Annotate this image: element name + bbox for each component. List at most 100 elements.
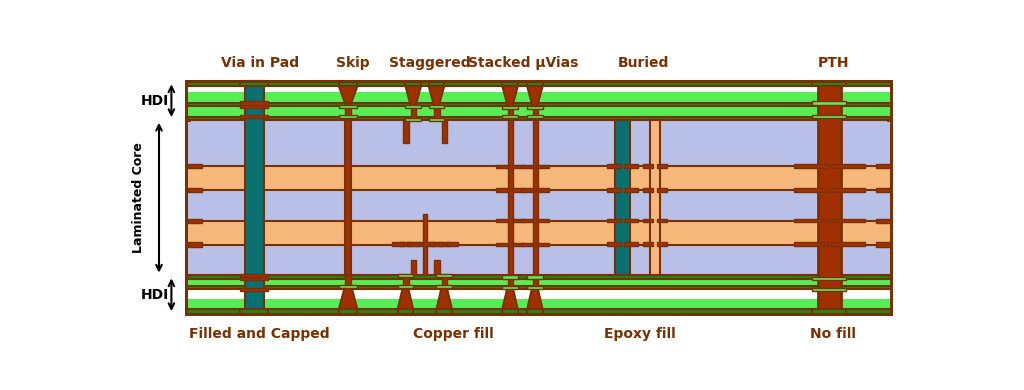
Bar xyxy=(537,219,549,222)
Bar xyxy=(407,242,420,246)
Bar xyxy=(876,218,890,223)
Text: Filled and Capped: Filled and Capped xyxy=(189,327,330,341)
Bar xyxy=(607,188,621,191)
Bar xyxy=(794,242,827,246)
Bar xyxy=(186,106,891,117)
Polygon shape xyxy=(503,286,518,309)
Bar xyxy=(241,105,268,108)
Bar xyxy=(187,242,202,247)
Bar xyxy=(399,242,412,246)
Bar xyxy=(503,286,518,289)
Bar xyxy=(411,260,417,275)
Bar xyxy=(830,242,865,246)
Bar xyxy=(241,274,268,277)
Bar xyxy=(434,106,439,120)
Bar xyxy=(830,164,865,168)
Bar xyxy=(503,309,518,314)
Polygon shape xyxy=(397,286,414,309)
Bar xyxy=(508,120,513,275)
Bar xyxy=(649,120,660,275)
Bar xyxy=(512,219,524,222)
Bar xyxy=(503,115,518,119)
Bar xyxy=(186,275,891,286)
Polygon shape xyxy=(339,86,357,103)
Bar xyxy=(186,190,891,221)
Polygon shape xyxy=(436,286,452,309)
Bar xyxy=(624,218,638,222)
Bar xyxy=(245,82,263,314)
Bar xyxy=(512,243,524,246)
Polygon shape xyxy=(503,86,518,106)
Text: Via in Pad: Via in Pad xyxy=(221,56,299,70)
Bar xyxy=(818,82,841,314)
Bar xyxy=(186,82,891,314)
Bar xyxy=(624,242,638,246)
Bar xyxy=(339,308,357,311)
Bar xyxy=(812,115,847,119)
Bar xyxy=(241,288,268,291)
Bar xyxy=(406,105,421,108)
Text: No fill: No fill xyxy=(810,327,856,341)
Bar xyxy=(436,274,452,277)
Bar xyxy=(503,275,518,278)
Bar xyxy=(186,120,891,166)
Bar xyxy=(397,285,414,288)
Bar xyxy=(521,219,534,222)
Bar xyxy=(411,106,417,120)
Text: HDI: HDI xyxy=(141,94,169,108)
Bar xyxy=(532,120,538,275)
Bar xyxy=(241,101,268,105)
Bar xyxy=(876,242,890,247)
Bar xyxy=(830,188,865,191)
Text: Buried: Buried xyxy=(617,56,669,70)
Bar xyxy=(496,165,509,168)
Bar xyxy=(187,188,202,192)
Bar xyxy=(812,309,847,314)
Bar xyxy=(186,82,891,314)
Polygon shape xyxy=(527,286,543,309)
Bar xyxy=(624,164,638,168)
Bar xyxy=(186,166,891,190)
Polygon shape xyxy=(406,86,421,106)
Bar xyxy=(187,164,202,168)
Bar xyxy=(794,188,827,191)
Bar xyxy=(527,309,543,314)
Bar xyxy=(442,120,447,143)
Bar xyxy=(537,165,549,168)
Text: Staggered: Staggered xyxy=(389,56,471,70)
Bar xyxy=(537,188,549,191)
Bar xyxy=(512,165,524,168)
Bar xyxy=(186,117,891,120)
Bar xyxy=(656,164,668,168)
Bar xyxy=(423,242,435,246)
Bar xyxy=(830,218,865,222)
Bar xyxy=(496,243,509,246)
Bar xyxy=(607,164,621,168)
Bar xyxy=(812,277,847,280)
Bar xyxy=(406,119,421,122)
Bar xyxy=(656,188,668,191)
Bar xyxy=(812,288,847,291)
Bar xyxy=(186,103,891,106)
Polygon shape xyxy=(527,86,543,106)
Bar xyxy=(241,115,268,119)
Bar xyxy=(241,309,268,314)
Bar xyxy=(397,274,414,277)
Bar xyxy=(186,286,891,289)
Bar xyxy=(436,309,452,314)
Bar xyxy=(812,101,847,105)
Polygon shape xyxy=(339,286,357,309)
Bar xyxy=(527,82,543,86)
Bar xyxy=(186,82,891,314)
Bar xyxy=(339,105,357,108)
Bar xyxy=(415,242,427,246)
Text: Laminated Core: Laminated Core xyxy=(132,142,145,253)
Bar xyxy=(403,120,409,143)
Bar xyxy=(438,242,451,246)
Bar xyxy=(508,106,513,120)
Bar xyxy=(643,242,653,246)
Bar xyxy=(527,275,543,278)
Bar xyxy=(508,275,513,286)
Bar xyxy=(186,309,891,314)
Bar xyxy=(496,219,509,222)
